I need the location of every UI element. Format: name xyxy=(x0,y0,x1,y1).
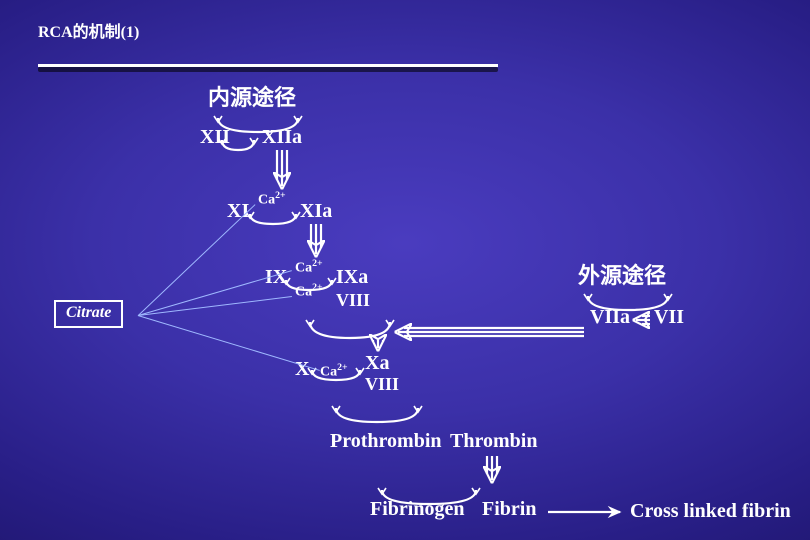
IX-IXa-curve-tip-r xyxy=(328,278,336,284)
label-VII: VII xyxy=(654,306,684,329)
page-title: RCA的机制(1) xyxy=(38,18,139,42)
intrinsic-curve-tip-r xyxy=(294,116,302,122)
label-prothrombin: Prothrombin xyxy=(330,430,442,453)
citrate-line-0 xyxy=(138,204,256,316)
label-XII: XII xyxy=(200,126,230,149)
label-fibrin: Fibrin xyxy=(482,498,536,521)
label-thrombin: Thrombin xyxy=(450,430,537,453)
VIIIIXa-merge-tip-r xyxy=(386,320,394,326)
label-crosslinked: Cross linked fibrin xyxy=(630,500,791,523)
label-XI_ca: Ca2+ xyxy=(258,190,286,209)
X-Xa-curve-tip-r xyxy=(356,368,364,374)
label-extrinsic: 外源途径 xyxy=(578,258,666,290)
slide: RCA的机制(1) Citrate 内源途径外源途径XIIXIIaXICa2+X… xyxy=(0,0,810,540)
label-X_ca: Ca2+ xyxy=(320,362,348,381)
Xa-VIII-merge-right xyxy=(377,408,418,422)
label-IXa: IXa xyxy=(336,266,368,289)
fibrinogen-curve-tip-l xyxy=(378,488,386,494)
label-XIIa: XIIa xyxy=(262,126,302,149)
intrinsic-curve-tip-l xyxy=(214,116,222,122)
label-VIII2: VIII xyxy=(365,374,399,395)
Xa-VIII-merge-tip-r xyxy=(414,406,422,412)
VIIIIXa-merge-tip-l xyxy=(306,320,314,326)
Xa-VIII-merge-left xyxy=(336,408,377,422)
label-IX_ca_top: Ca2+ xyxy=(295,258,323,277)
title-underline-shadow xyxy=(38,67,498,72)
XI-XIa-curve-left xyxy=(250,214,273,224)
title-underline xyxy=(38,64,498,72)
VIIIIXa-merge-right xyxy=(350,322,390,338)
VIIIIXa-merge-left xyxy=(310,322,350,338)
label-X: X xyxy=(295,358,309,381)
label-VIIa: VIIa xyxy=(590,306,630,329)
Xa-VIII-merge-tip-l xyxy=(332,406,340,412)
label-XIa: XIa xyxy=(300,200,332,223)
citrate-line-2 xyxy=(138,296,292,316)
XII-XIIa-curve-right xyxy=(238,140,254,150)
citrate-line-3 xyxy=(138,315,320,371)
fibrinogen-curve-tip-r xyxy=(472,488,480,494)
label-IX_ca_bot: Ca2+ xyxy=(295,282,323,301)
label-VIII: VIII xyxy=(336,290,370,311)
label-intrinsic: 内源途径 xyxy=(208,80,296,112)
extrinsic-curve-tip-l xyxy=(584,294,592,300)
XII-XIIa-curve-tip-r xyxy=(250,138,258,144)
extrinsic-curve-tip-r xyxy=(664,294,672,300)
label-Xa: Xa xyxy=(365,352,389,375)
label-fibrinogen: Fibrinogen xyxy=(370,498,464,521)
citrate-box: Citrate xyxy=(54,300,123,328)
arrow-layer xyxy=(0,0,810,540)
XI-XIa-curve-right xyxy=(273,214,296,224)
XI-XIa-curve-tip-r xyxy=(292,212,300,218)
